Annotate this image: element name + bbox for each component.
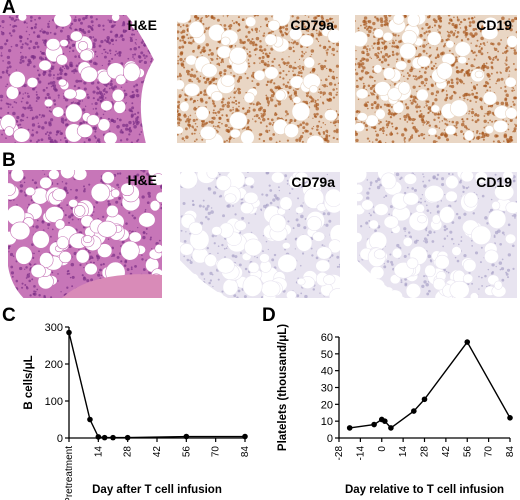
data-point	[110, 434, 116, 441]
x-tick-label: 0	[377, 446, 388, 452]
histology-image	[0, 15, 162, 143]
data-point	[507, 415, 513, 421]
x-axis-label: Day relative to T cell infusion	[345, 484, 504, 496]
data-point	[87, 416, 93, 423]
panel-c-letter: C	[2, 305, 16, 326]
x-tick-label: Pretreatment	[64, 446, 75, 500]
histology-image	[357, 172, 517, 298]
y-tick-label: 50	[321, 349, 333, 361]
panel-a-cd19-image: CD19	[355, 15, 517, 143]
y-tick-label: 200	[45, 359, 63, 371]
x-tick-label: 28	[420, 446, 431, 458]
data-point	[388, 425, 394, 431]
panel-b-he-image: H&E	[8, 170, 162, 298]
x-tick-label: 42	[441, 446, 452, 458]
histology-image	[177, 15, 339, 143]
x-tick-label: 70	[484, 446, 495, 458]
data-point	[101, 434, 108, 441]
y-tick-label: 30	[321, 383, 333, 395]
y-tick-label: 0	[327, 433, 333, 445]
x-tick-label: 42	[152, 446, 163, 458]
histology-image	[8, 170, 162, 298]
panel-a-cd79a-image: CD79a	[177, 15, 339, 143]
stain-label: CD19	[476, 174, 512, 190]
stain-label: H&E	[127, 17, 157, 33]
panel-a-he-image: H&E	[0, 15, 162, 143]
stain-label: CD79a	[291, 174, 335, 190]
x-tick-label: -14	[355, 446, 366, 461]
histology-image	[180, 172, 340, 298]
stain-label: CD79a	[290, 17, 334, 33]
series-line	[349, 340, 511, 429]
data-point	[95, 434, 102, 440]
x-tick-label: 14	[398, 446, 409, 458]
y-tick-label: 0	[57, 433, 63, 445]
data-point	[371, 421, 377, 428]
x-tick-label: 84	[505, 446, 516, 458]
platelet-chart: 0 10 20 30 40 50 60 -28 -14 0 14 28 42 56 70 84 Day rela…	[277, 324, 516, 496]
y-axis-label: Platelets (thousand/μL)	[277, 324, 289, 451]
x-tick-label: 28	[123, 446, 134, 458]
y-tick-label: 10	[321, 416, 333, 428]
histology-image	[355, 15, 517, 143]
y-tick-label: 100	[45, 396, 63, 408]
y-tick-label: 40	[321, 366, 333, 378]
b-cell-chart: 0 100 200 300 Pretreatment 14 28 42 56 70 84 Day af…	[23, 322, 251, 500]
x-axis-label: Day after T cell infusion	[92, 484, 222, 496]
series-line	[68, 332, 245, 439]
data-point	[382, 418, 388, 424]
data-point	[464, 339, 471, 345]
panel-a-letter: A	[2, 0, 16, 18]
y-tick-label: 300	[45, 322, 63, 334]
y-axis-label: B cells/μL	[23, 355, 35, 409]
stain-label: H&E	[127, 172, 157, 188]
panel-b-letter: B	[2, 150, 16, 171]
x-tick-label: 84	[240, 446, 251, 458]
stain-label: CD19	[476, 17, 512, 33]
data-point	[242, 433, 248, 440]
panel-b-cd79a-image: CD79a	[180, 172, 340, 298]
x-tick-label: 56	[462, 446, 473, 458]
x-tick-label: 70	[211, 446, 222, 458]
data-point	[411, 408, 417, 414]
y-tick-label: 60	[321, 332, 333, 344]
x-tick-label: -28	[334, 446, 345, 461]
x-tick-label: 56	[181, 446, 192, 458]
y-tick-label: 20	[321, 399, 333, 411]
data-point	[124, 434, 131, 441]
data-point	[183, 433, 190, 440]
data-point	[66, 329, 72, 336]
panel-b-cd19-image: CD19	[357, 172, 517, 298]
data-point	[421, 396, 428, 403]
data-point	[346, 425, 353, 431]
x-tick-label: 14	[93, 446, 104, 458]
panel-d-letter: D	[262, 305, 276, 326]
